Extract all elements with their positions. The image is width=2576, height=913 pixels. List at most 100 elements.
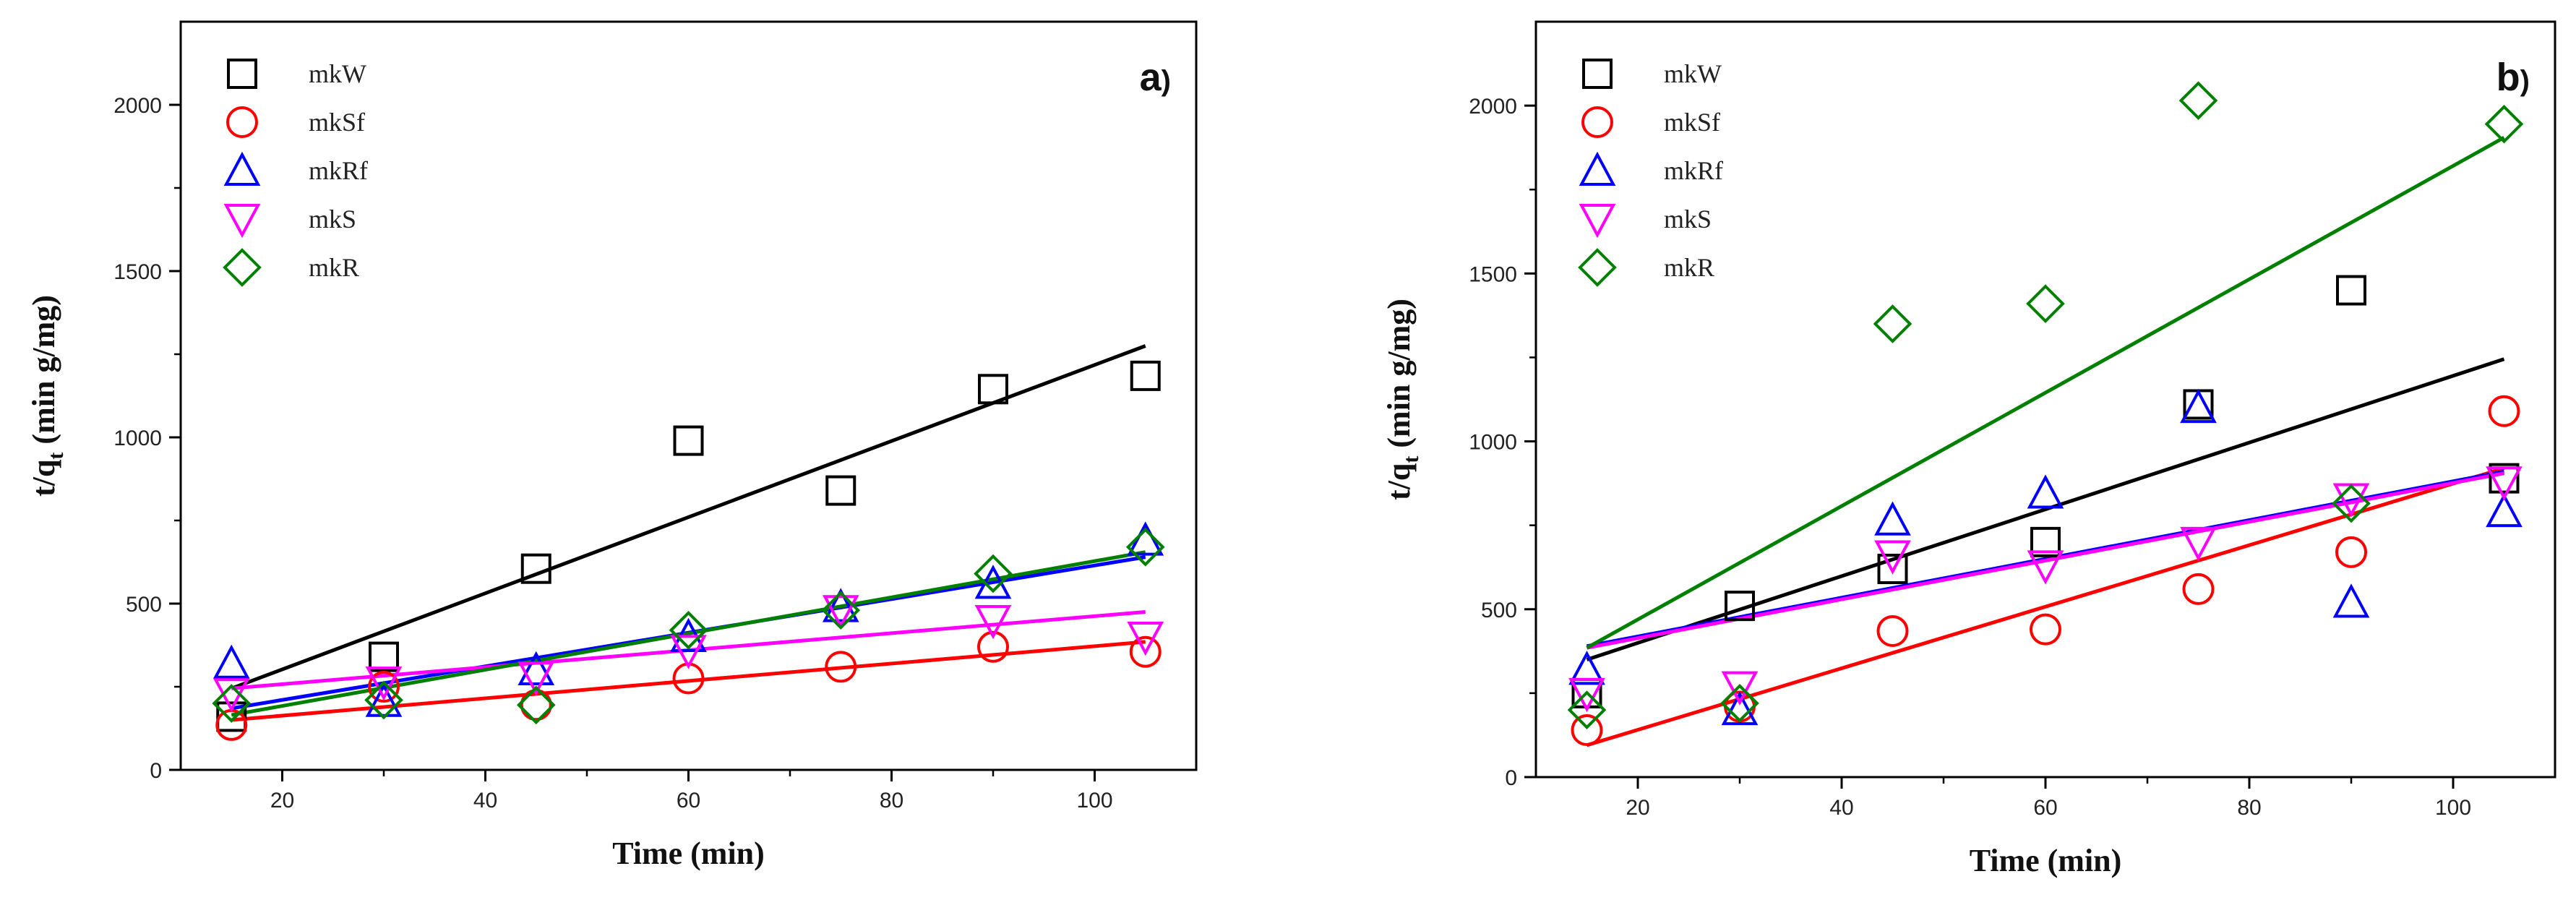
data-point-mkRf — [212, 644, 250, 679]
x-tick-label: 80 — [2237, 796, 2261, 820]
data-point-mkS — [974, 605, 1012, 640]
data-point-mkRf — [518, 651, 555, 685]
legend-marker-mkR — [1578, 248, 1617, 287]
y-axis-label: t/qt (min g/mg) — [1381, 299, 1423, 500]
legend: mkW mkSf mkRf mkS mkR — [1578, 59, 1723, 287]
data-point-mkR — [2332, 484, 2371, 523]
data-point-mkW — [825, 475, 856, 506]
data-point-mkW — [216, 701, 247, 732]
x-tick-label: 60 — [2033, 796, 2057, 820]
legend-label: mkR — [1664, 253, 1714, 282]
data-point-mkRf — [2332, 583, 2370, 618]
data-point-mkR — [2026, 284, 2065, 323]
y-tick-label: 2000 — [1469, 95, 1517, 119]
legend-label: mkRf — [1664, 156, 1723, 185]
legend-marker-mkSf — [1581, 106, 1613, 138]
x-tick-label: 60 — [677, 789, 700, 813]
data-point-mkRf — [822, 588, 859, 622]
panel-letter: a — [1140, 56, 1162, 99]
legend-marker-mkRf — [1579, 151, 1616, 186]
y-tick-label: 1500 — [113, 260, 162, 284]
x-tick-label: 80 — [880, 789, 903, 813]
y-tick-label: 500 — [126, 593, 162, 617]
legend-marker-mkS — [1579, 204, 1616, 239]
fit-line-mkSf — [231, 640, 1146, 722]
x-axis-label: Time (min) — [612, 836, 765, 871]
legend-marker-mkW — [1582, 59, 1613, 89]
data-point-mkSf — [1129, 635, 1162, 668]
x-tick-label: 40 — [473, 789, 497, 813]
data-point-mkSf — [825, 651, 857, 683]
y-axis-label-main: t/q — [26, 459, 61, 497]
data-point-mkW — [2489, 463, 2520, 494]
data-point-mkR — [1873, 304, 1912, 343]
legend-marker-mkRf — [223, 151, 261, 186]
y-axis-label-unit: (min g/mg) — [1381, 299, 1417, 456]
data-point-mkS — [1874, 540, 1911, 575]
data-point-mkW — [2336, 275, 2366, 306]
data-point-mkSf — [2030, 613, 2061, 646]
data-point-mkW — [369, 641, 399, 672]
legend-marker-mkS — [223, 204, 261, 239]
panel-paren: ) — [2520, 65, 2530, 97]
x-tick-label: 40 — [1829, 796, 1853, 820]
data-point-mkR — [212, 684, 252, 723]
data-point-mkS — [822, 595, 859, 630]
legend-label: mkRf — [309, 156, 368, 185]
data-point-mkR — [2178, 81, 2218, 120]
data-point-mkR — [669, 610, 708, 650]
data-point-mkRf — [1721, 690, 1759, 726]
legend-marker-mkSf — [226, 106, 258, 138]
y-tick-label: 1000 — [1469, 431, 1517, 455]
data-point-mkSf — [2335, 536, 2367, 568]
legend-marker-mkR — [223, 248, 262, 287]
data-point-mkW — [1130, 360, 1161, 391]
data-point-mkS — [2027, 550, 2064, 585]
data-point-mkSf — [1876, 614, 1909, 647]
data-point-mkSf — [2182, 573, 2215, 605]
data-point-mkS — [2486, 466, 2523, 501]
panel-label: b) — [2496, 56, 2530, 99]
y-axis-label-main: t/q — [1381, 463, 1417, 500]
data-point-mkR — [516, 685, 556, 725]
data-point-mkRf — [1568, 651, 1605, 685]
panel-letter: b — [2496, 56, 2520, 99]
panel-paren: ) — [1162, 65, 1171, 97]
data-point-mkS — [1568, 677, 1605, 713]
legend-marker-mkW — [227, 59, 257, 89]
data-point-mkR — [1125, 527, 1165, 567]
y-axis-label-unit: (min g/mg) — [26, 295, 61, 453]
data-point-mkSf — [977, 630, 1009, 663]
data-point-mkR — [821, 591, 861, 630]
y-tick-label: 1000 — [113, 427, 162, 450]
data-point-mkR — [974, 554, 1013, 593]
data-point-mkR — [1567, 690, 1607, 729]
x-tick-label: 20 — [270, 789, 294, 813]
x-tick-label: 100 — [1076, 789, 1112, 813]
data-point-mkS — [2180, 526, 2217, 562]
panel-label: a) — [1140, 56, 1171, 99]
y-tick-label: 0 — [1505, 766, 1517, 790]
legend-label: mkSf — [1664, 108, 1720, 137]
data-point-mkW — [2030, 526, 2061, 557]
x-tick-label: 100 — [2435, 796, 2471, 820]
data-point-mkS — [518, 661, 555, 696]
data-point-mkSf — [2488, 395, 2520, 427]
data-point-mkW — [1877, 554, 1908, 585]
data-point-mkW — [520, 553, 551, 584]
data-point-mkW — [978, 374, 1008, 405]
data-point-mkSf — [1571, 713, 1603, 746]
y-tick-label: 500 — [1481, 599, 1517, 622]
legend-label: mkSf — [309, 108, 365, 137]
data-point-mkW — [673, 425, 704, 456]
y-axis-label: t/qt (min g/mg) — [26, 295, 68, 497]
x-tick-label: 20 — [1626, 796, 1649, 820]
data-point-mkRf — [2180, 388, 2217, 424]
fit-line-mkR — [1586, 136, 2505, 650]
y-tick-label: 0 — [150, 759, 162, 783]
y-axis-label-subscript: t — [44, 453, 68, 460]
y-tick-label: 2000 — [113, 94, 162, 118]
